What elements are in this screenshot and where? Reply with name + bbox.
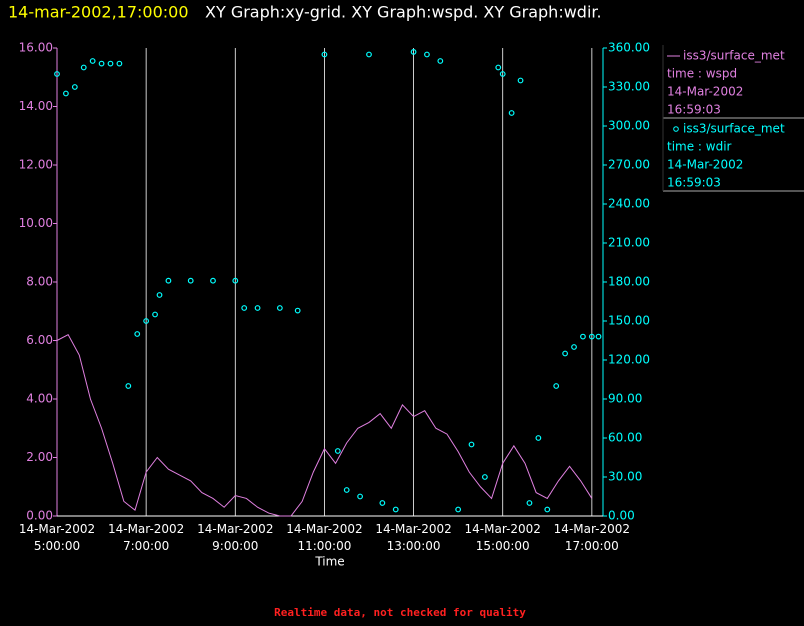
wspd-line [56, 333, 593, 517]
wdir-point [294, 307, 301, 314]
wdir-point [424, 51, 430, 58]
x-tick-label: 14-Mar-2002 7:00:00 [108, 522, 184, 553]
wdir-point [571, 344, 577, 350]
y2-tick-label: 0.00 [608, 509, 635, 523]
y2-tick-label: 30.00 [608, 470, 642, 484]
wdir-point [210, 277, 216, 284]
y-tick-label: 8.00 [26, 275, 53, 289]
y2-tick-label: 300.00 [608, 119, 650, 133]
wdir-point [392, 506, 399, 513]
x-tick-label: 14-Mar-2002 11:00:00 [286, 522, 362, 553]
wdir-point [71, 84, 78, 90]
wdir-point [107, 60, 114, 67]
y2-tick-label: 360.00 [608, 41, 650, 55]
legend-time: 16:59:03 [667, 103, 721, 117]
legend-date: 14-Mar-2002 [667, 85, 743, 99]
y-tick-label: 14.00 [19, 99, 53, 113]
wdir-point [232, 277, 239, 284]
y-tick-label: 6.00 [26, 333, 53, 347]
wdir-point [98, 60, 105, 67]
x-tick-label: 14-Mar-2002 15:00:00 [465, 522, 541, 553]
legend-label: time : wspd [667, 67, 737, 81]
footer-note: Realtime data, not checked for quality [274, 606, 526, 619]
y2-tick-label: 270.00 [608, 158, 650, 172]
y2-tick-label: 60.00 [608, 431, 642, 445]
y2-tick-label: 90.00 [608, 392, 642, 406]
wdir-point [321, 51, 328, 58]
x-tick-label: 14-Mar-2002 17:00:00 [554, 522, 630, 553]
wdir-point [535, 435, 542, 441]
legend-time: 16:59:03 [667, 176, 721, 190]
y2-tick-label: 330.00 [608, 80, 650, 94]
legend-name: iss3/surface_met [683, 49, 785, 63]
wdir-point [553, 383, 560, 389]
wdir-point [526, 500, 533, 506]
y-tick-label: 4.00 [26, 392, 53, 406]
wdir-point [334, 448, 341, 454]
chart-subtitle: XY Graph:xy-grid. XY Graph:wspd. XY Grap… [205, 3, 602, 22]
wdir-point [508, 110, 515, 116]
y2-tick-label: 240.00 [608, 197, 650, 211]
wdir-point [54, 71, 60, 77]
legend-label: time : wdir [667, 140, 732, 154]
wdir-point [152, 311, 158, 318]
y2-tick-label: 210.00 [608, 236, 650, 250]
wdir-point [544, 506, 551, 513]
wdir-point [595, 333, 602, 340]
wdir-point [410, 49, 417, 55]
x-tick-label: 14-Mar-2002 5:00:00 [19, 522, 95, 553]
wdir-point [241, 305, 248, 311]
y2-tick-label: 150.00 [608, 314, 650, 328]
wdir-point [63, 90, 69, 97]
wdir-point [165, 277, 172, 284]
wdir-point [80, 64, 87, 71]
wdir-point [134, 331, 141, 337]
legend-date: 14-Mar-2002 [667, 158, 743, 172]
wdir-point [580, 333, 586, 340]
chart-title: 14-mar-2002,17:00:00 [8, 3, 189, 22]
wdir-point [499, 71, 506, 77]
wdir-point [143, 318, 150, 324]
x-tick-label: 14-Mar-2002 13:00:00 [375, 522, 451, 553]
wdir-point [468, 441, 475, 448]
wdir-point [455, 506, 462, 513]
wdir-point [343, 487, 350, 493]
y-tick-label: 0.00 [26, 509, 53, 523]
y-tick-label: 12.00 [19, 158, 53, 172]
wdir-point [187, 277, 194, 284]
x-tick-label: 14-Mar-2002 9:00:00 [197, 522, 273, 553]
wdir-point [366, 51, 372, 58]
y-tick-label: 10.00 [19, 216, 53, 230]
y-tick-label: 16.00 [19, 41, 53, 55]
wdir-point [276, 305, 283, 311]
wdir-point [125, 383, 132, 389]
wdir-point [562, 350, 569, 357]
wdir-point [495, 64, 502, 71]
wdir-point [116, 60, 123, 67]
wdir-point [357, 493, 363, 500]
wdir-point [254, 305, 261, 311]
wdir-point [437, 58, 444, 64]
legend-swatch [673, 126, 679, 132]
wdir-point [89, 58, 96, 64]
wdir-point [588, 333, 595, 340]
y2-tick-label: 180.00 [608, 275, 650, 289]
wdir-point [517, 77, 524, 84]
y-tick-label: 2.00 [26, 450, 53, 464]
y2-tick-label: 120.00 [608, 353, 650, 367]
wdir-point [156, 292, 163, 298]
legend-name: iss3/surface_met [683, 122, 785, 136]
wdir-point [379, 500, 386, 506]
wdir-point [481, 474, 488, 480]
x-axis-label: Time [314, 555, 344, 569]
